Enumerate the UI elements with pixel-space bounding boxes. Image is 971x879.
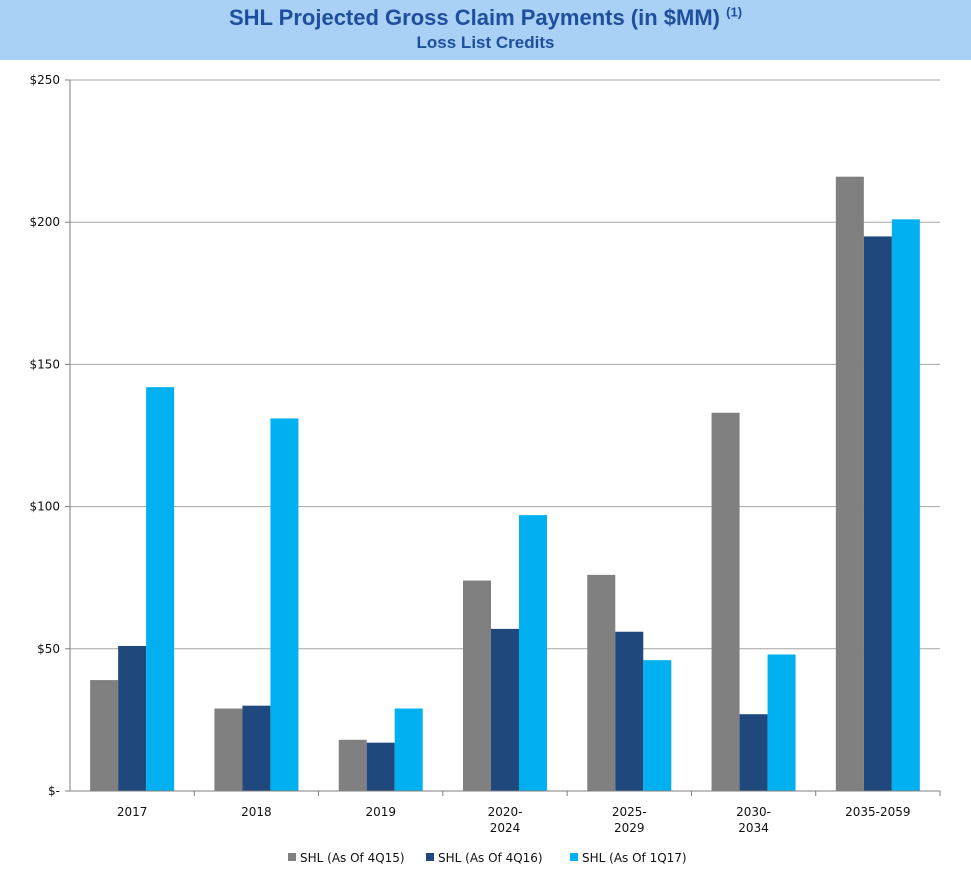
y-tick-label: $200 xyxy=(29,215,60,229)
x-tick-label: 2030- xyxy=(736,805,771,819)
legend: SHL (As Of 4Q15) SHL (As Of 4Q16) SHL (As … xyxy=(288,851,687,865)
bar xyxy=(643,660,672,791)
x-tick-label: 2029 xyxy=(614,821,645,835)
x-tick-label: 2035-2059 xyxy=(845,805,910,819)
bar xyxy=(214,708,243,791)
x-tick-label: 2017 xyxy=(117,805,148,819)
chart-title-banner: SHL Projected Gross Claim Payments (in $… xyxy=(0,0,971,60)
bar xyxy=(863,236,892,792)
x-tick-label: 2024 xyxy=(490,821,521,835)
bar xyxy=(519,515,547,791)
bar xyxy=(835,176,864,792)
legend-label: SHL (As Of 4Q16) xyxy=(438,851,543,865)
bar xyxy=(270,418,299,791)
y-tick-label: $50 xyxy=(37,642,60,656)
x-tick-label: 2020- xyxy=(488,805,523,819)
chart-subtitle: Loss List Credits xyxy=(416,33,555,52)
bar xyxy=(711,412,740,791)
y-tick-label: $150 xyxy=(29,357,60,371)
bar xyxy=(767,654,796,791)
bar xyxy=(615,631,644,791)
y-tick-label: $250 xyxy=(29,73,60,87)
y-axis: $- $50 $100 $150 $200 $250 xyxy=(29,73,71,798)
bars xyxy=(90,176,920,792)
legend-label: SHL (As Of 1Q17) xyxy=(582,851,687,865)
chart-title-text: SHL Projected Gross Claim Payments (in $… xyxy=(228,5,721,30)
bar xyxy=(463,580,491,791)
chart-title: SHL Projected Gross Claim Payments (in $… xyxy=(0,0,971,32)
bar xyxy=(739,714,768,791)
bar xyxy=(587,574,616,791)
bar xyxy=(242,705,271,791)
x-tick-label: 2018 xyxy=(241,805,272,819)
x-tick-label: 2034 xyxy=(738,821,769,835)
x-axis: 2017 2018 2019 2020- 2024 2025- 2029 2030- 2034 2… xyxy=(70,790,941,835)
bar xyxy=(366,742,395,791)
bar xyxy=(90,680,119,791)
legend-swatch xyxy=(288,853,296,861)
bar xyxy=(891,219,920,791)
bar-chart: $-$50$100$150$200$250 2017 2018 2019 2020-2… xyxy=(29,73,941,865)
legend-swatch xyxy=(426,853,434,861)
bar xyxy=(146,387,175,791)
y-tick-label: $100 xyxy=(29,500,60,514)
title-footnote: (1) xyxy=(726,4,743,20)
bar xyxy=(118,645,147,791)
bar xyxy=(394,708,423,791)
bar xyxy=(491,628,519,791)
y-tick-label: $- xyxy=(48,784,60,798)
x-tick-label: 2025- xyxy=(612,805,647,819)
legend-swatch xyxy=(570,853,578,861)
bar xyxy=(338,739,367,791)
x-tick-label: 2019 xyxy=(365,805,396,819)
legend-label: SHL (As Of 4Q15) xyxy=(300,851,405,865)
